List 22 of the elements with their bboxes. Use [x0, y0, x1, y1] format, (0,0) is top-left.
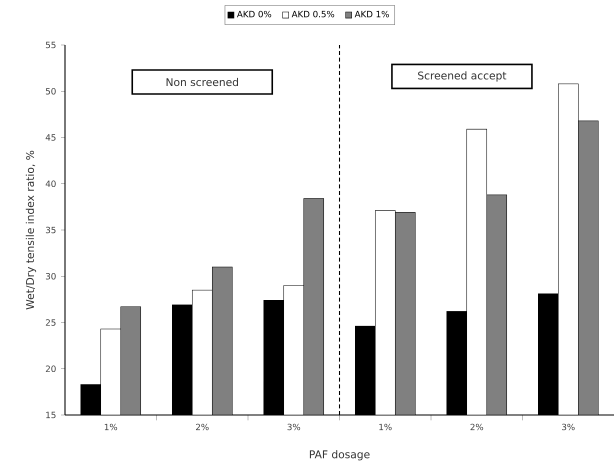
y-tick-label: 25 [46, 319, 56, 326]
x-tick-label: 3% [562, 424, 575, 430]
legend-label: AKD 1% [354, 10, 389, 18]
annotation: Non screened [166, 78, 238, 86]
annotation: Screened accept [418, 71, 506, 82]
y-tick-label: 35 [46, 226, 56, 234]
y-tick-label: 50 [46, 88, 56, 95]
legend-label: AKD 0.5% [292, 10, 334, 18]
y-axis-title: Wet/Dry tensile index ratio, % [26, 150, 36, 310]
x-axis-title: PAF dosage [310, 450, 370, 460]
y-tick-label: 15 [46, 412, 56, 418]
y-tick-label: 30 [46, 272, 56, 280]
y-tick-label: 55 [46, 42, 56, 48]
y-tick-label: 40 [46, 180, 56, 188]
y-tick-label: 45 [46, 134, 56, 141]
x-tick-label: 1% [104, 424, 118, 430]
x-tick-label: 2% [196, 424, 209, 430]
legend-label: AKD 0% [236, 10, 272, 18]
x-tick-label: 2% [470, 424, 484, 430]
y-tick-label: 20 [46, 365, 56, 372]
x-tick-label: 3% [288, 424, 300, 430]
x-tick-label: 1% [379, 424, 392, 430]
